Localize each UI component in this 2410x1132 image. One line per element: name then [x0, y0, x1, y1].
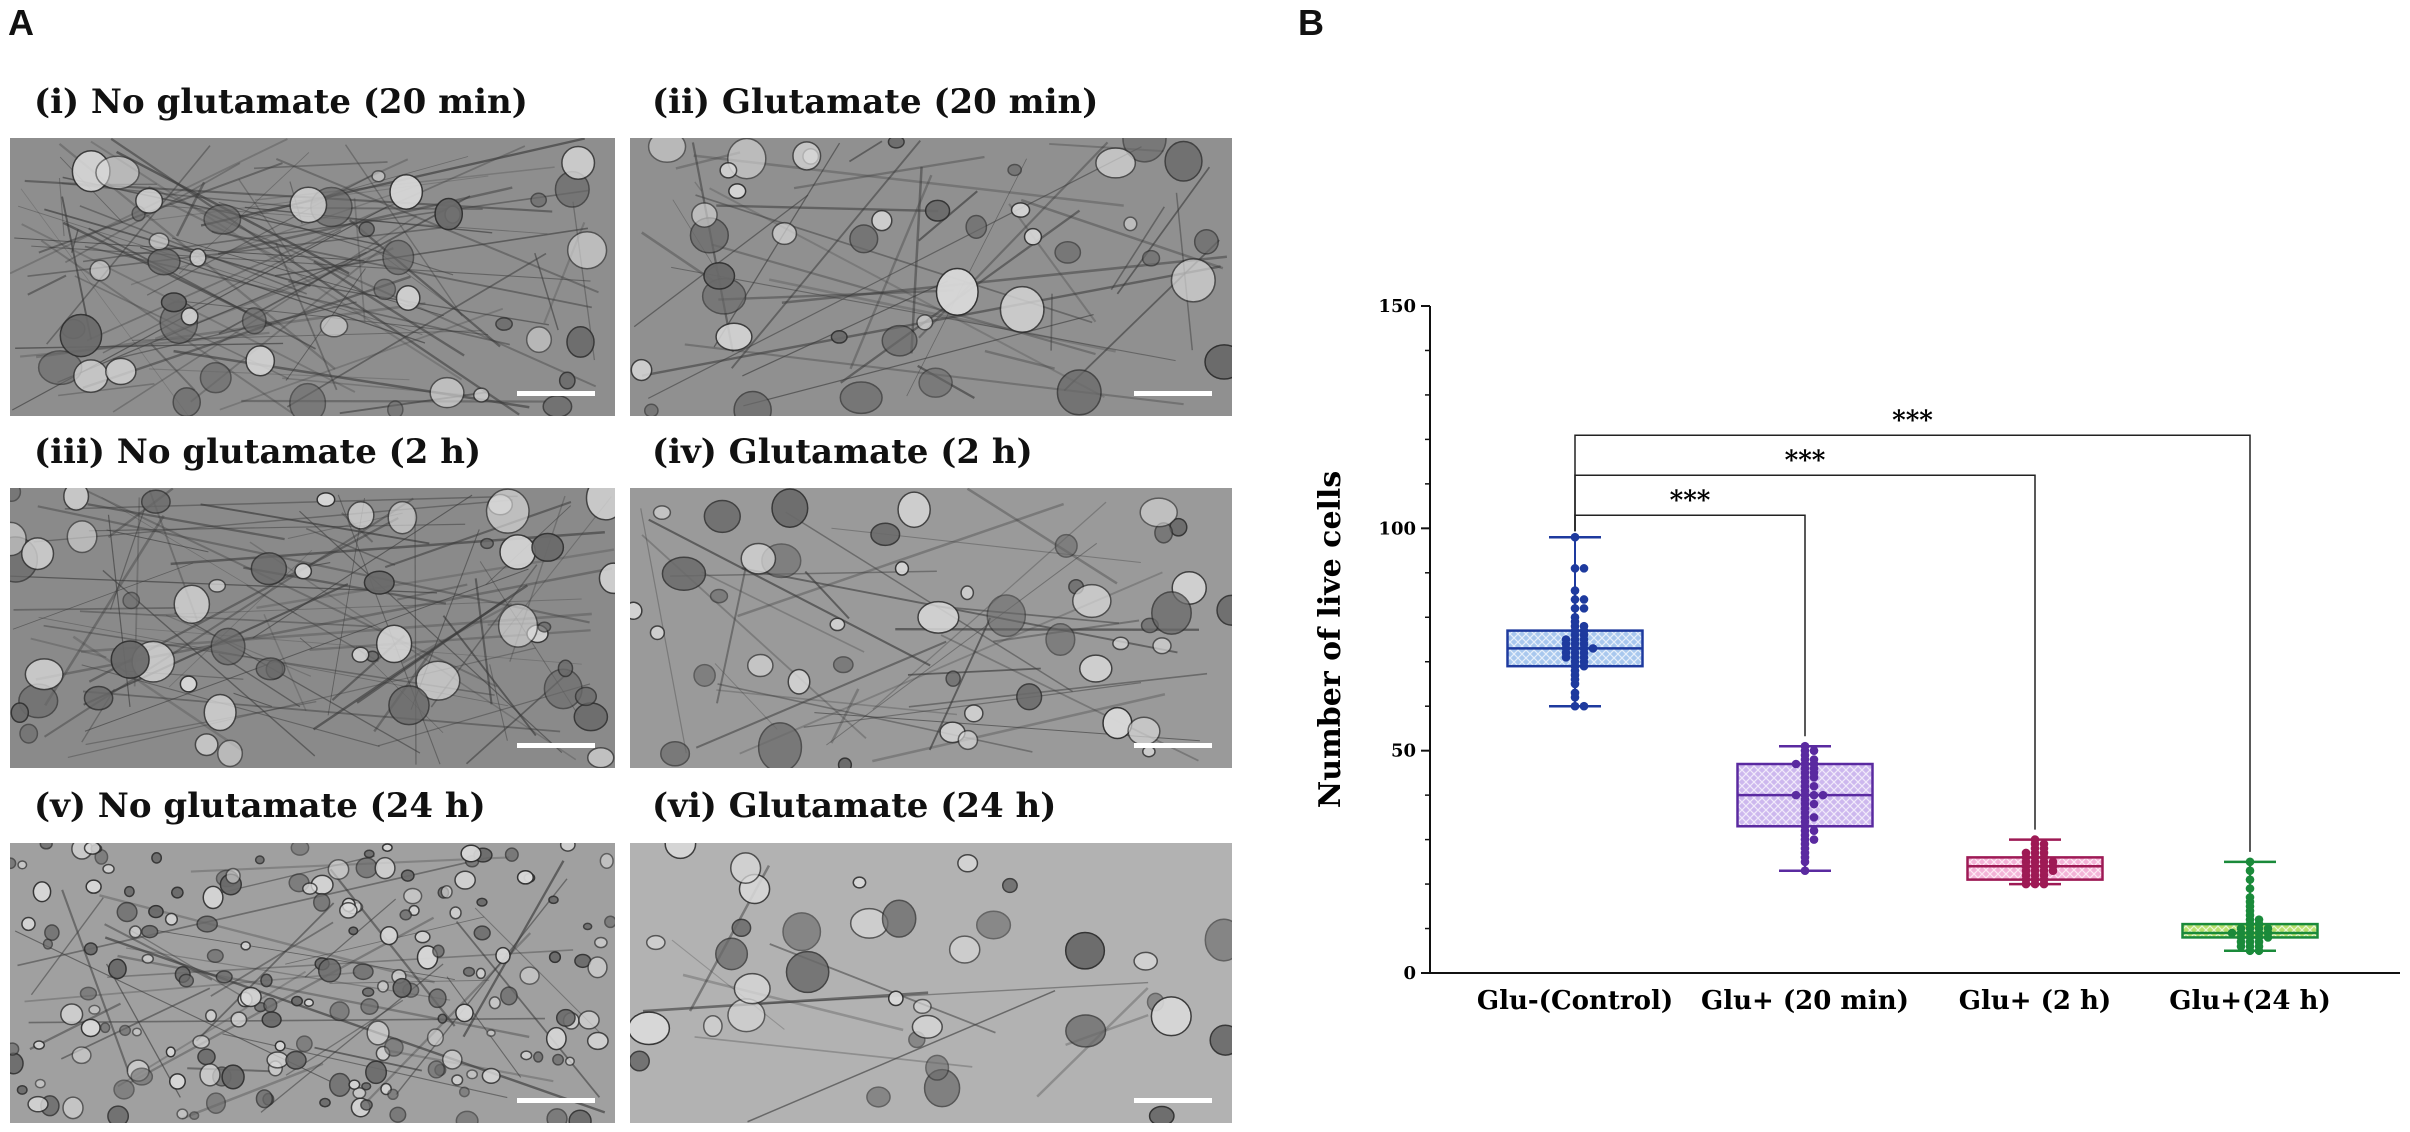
y-axis-label: Number of live cells: [1313, 471, 1348, 808]
box-plot-chart: 0 50 100 150 Number of live cells Glu-(Contr…: [1313, 296, 2400, 1016]
data-point: [2245, 884, 2255, 893]
y-tick-label: 100: [1378, 518, 1416, 539]
data-point: [1809, 799, 1819, 809]
scale-bar: [517, 391, 595, 396]
box-group-3: Glu+(24 h): [2169, 857, 2331, 1016]
box-group-2: Glu+ (2 h): [1959, 835, 2111, 1016]
data-point: [1791, 759, 1801, 769]
x-tick-label: Glu-(Control): [1477, 986, 1673, 1016]
x-tick-label: Glu+ (2 h): [1959, 986, 2111, 1016]
data-point: [1570, 701, 1580, 711]
data-point: [1800, 866, 1810, 876]
micrograph-glutamate-24h: [630, 843, 1232, 1123]
data-point: [1809, 781, 1819, 791]
micrograph-no-glutamate-2h: [10, 488, 615, 768]
x-tick-label: Glu+(24 h): [2169, 986, 2331, 1016]
box-group-1: Glu+ (20 min): [1701, 741, 1909, 1016]
micrograph-texture: [10, 488, 615, 768]
scale-bar: [517, 743, 595, 748]
data-point: [2236, 942, 2246, 951]
data-point: [1570, 595, 1580, 604]
data-point: [1588, 644, 1598, 653]
data-point: [2048, 866, 2058, 876]
data-point: [2254, 946, 2264, 956]
box-group-0: Glu-(Control): [1477, 532, 1673, 1016]
bracket-line: [1574, 514, 1806, 737]
micrograph-texture: [630, 488, 1232, 768]
scale-bar: [1134, 1098, 1212, 1103]
scale-bar: [1134, 391, 1212, 396]
significance-label: ***: [1892, 406, 1933, 436]
micrograph-texture: [10, 138, 615, 416]
data-point: [1570, 693, 1580, 702]
data-point: [2245, 866, 2255, 876]
micro-title-6: (vi) Glutamate (24 h): [652, 786, 1057, 826]
data-point: [1570, 604, 1580, 613]
data-point: [1809, 746, 1819, 755]
data-point: [1818, 790, 1828, 800]
significance-bracket-0: ***: [1574, 486, 1806, 737]
data-point: [1800, 857, 1810, 867]
micro-title-5: (v) No glutamate (24 h): [34, 786, 486, 826]
significance-label: ***: [1670, 486, 1711, 516]
data-point: [2227, 928, 2237, 938]
data-point: [1809, 835, 1819, 844]
x-tick-label: Glu+ (20 min): [1701, 986, 1909, 1016]
micrograph-texture: [630, 843, 1232, 1123]
data-point: [1809, 826, 1819, 836]
data-point: [1570, 564, 1580, 573]
data-point: [1809, 790, 1819, 800]
micrograph-no-glutamate-20min: [10, 138, 615, 416]
scale-bar: [517, 1098, 595, 1103]
data-point: [1579, 604, 1589, 613]
data-point: [2245, 875, 2255, 884]
micro-title-1: (i) No glutamate (20 min): [34, 82, 528, 122]
data-point: [1579, 661, 1589, 671]
micrograph-no-glutamate-24h: [10, 843, 615, 1123]
y-tick-label: 50: [1391, 741, 1416, 762]
data-point: [1809, 773, 1819, 782]
data-point: [1561, 652, 1571, 662]
panel-b-letter: B: [1298, 2, 1324, 43]
micrograph-glutamate-20min: [630, 138, 1232, 416]
data-point: [1579, 564, 1589, 573]
significance-bracket-2: ***: [1574, 406, 2251, 852]
bracket-line: [1574, 434, 2251, 852]
data-point: [1579, 595, 1589, 604]
data-point: [1570, 586, 1580, 595]
micrograph-texture: [10, 843, 615, 1123]
y-tick-label: 150: [1378, 296, 1416, 317]
data-point: [1579, 701, 1589, 711]
micro-title-3: (iii) No glutamate (2 h): [34, 432, 482, 472]
data-point: [2263, 933, 2273, 942]
data-point: [2030, 879, 2040, 889]
micro-title-4: (iv) Glutamate (2 h): [652, 432, 1033, 472]
panel-a-letter: A: [8, 2, 34, 43]
scale-bar: [1134, 743, 1212, 748]
micrograph-glutamate-2h: [630, 488, 1232, 768]
data-point: [1570, 532, 1580, 542]
data-point: [1809, 813, 1819, 822]
y-tick-label: 0: [1403, 963, 1416, 984]
data-point: [2021, 879, 2031, 889]
data-point: [1570, 679, 1580, 689]
significance-label: ***: [1785, 446, 1826, 476]
data-point: [2245, 857, 2255, 867]
data-point: [2039, 879, 2049, 889]
micrograph-texture: [630, 138, 1232, 416]
micro-title-2: (ii) Glutamate (20 min): [652, 82, 1099, 122]
data-point: [2245, 946, 2255, 956]
data-point: [1791, 790, 1801, 800]
